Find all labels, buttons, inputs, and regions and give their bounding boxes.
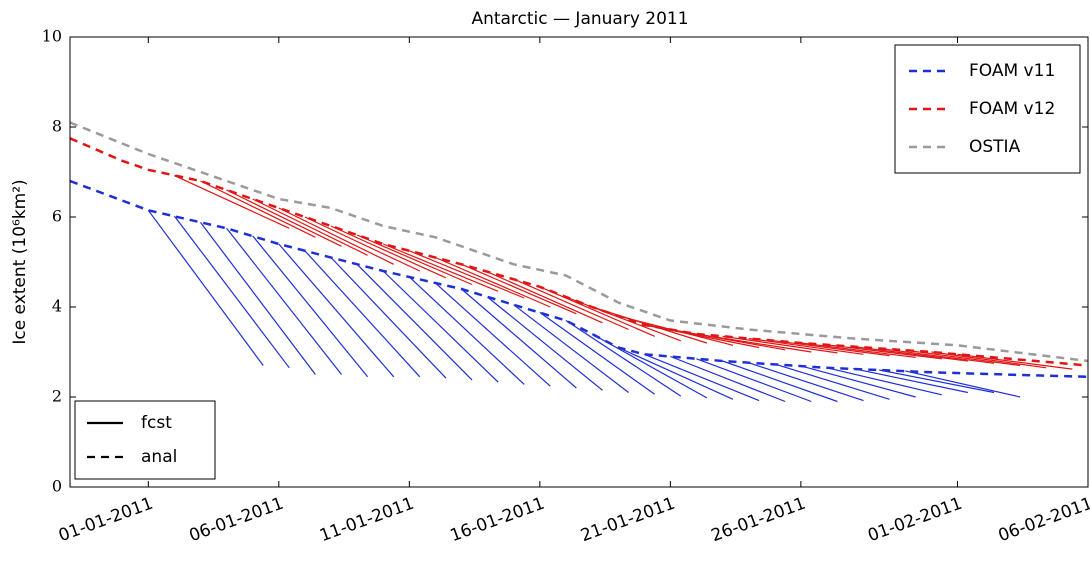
forecast-line xyxy=(617,346,734,400)
forecast-line xyxy=(330,257,447,379)
forecast-line xyxy=(696,333,812,353)
forecast-line xyxy=(774,340,890,357)
forecast-line xyxy=(774,363,890,400)
forecast-line xyxy=(226,189,342,247)
y-tick-label: 10 xyxy=(42,27,62,46)
forecast-line xyxy=(434,282,551,387)
y-tick-label: 0 xyxy=(52,477,62,496)
forecast-line xyxy=(905,370,1021,398)
legend-label: OSTIA xyxy=(969,137,1021,157)
legend-box xyxy=(74,400,216,480)
forecast-line xyxy=(252,235,369,378)
forecast-line xyxy=(957,353,1073,370)
forecast-line xyxy=(644,324,760,349)
legend-label: FOAM v11 xyxy=(969,61,1055,81)
chart-title: Antarctic — January 2011 xyxy=(471,9,688,29)
forecast-line xyxy=(852,368,969,394)
forecast-line xyxy=(278,243,395,378)
style-legend: fcst anal xyxy=(74,400,216,480)
forecast-line xyxy=(539,311,656,395)
forecast-line xyxy=(826,344,942,360)
forecast-line xyxy=(226,227,342,375)
forecast-line xyxy=(565,296,682,342)
forecast-line xyxy=(722,360,838,403)
legend-label: fcst xyxy=(141,413,172,433)
analysis-line xyxy=(69,179,1089,379)
forecast-line xyxy=(200,222,316,375)
forecast-line xyxy=(487,271,603,324)
forecast-line xyxy=(330,225,447,279)
forecast-line xyxy=(487,296,603,391)
forecast-line xyxy=(513,278,629,331)
forecast-line xyxy=(174,175,290,229)
y-axis-label: Ice extent (10⁶km²) xyxy=(10,179,30,344)
forecast-line xyxy=(147,209,264,366)
forecast-line xyxy=(826,367,942,396)
x-tick-label: 26-01-2011 xyxy=(709,494,809,547)
forecast-line xyxy=(304,216,421,272)
forecast-line xyxy=(539,286,655,337)
y-tick-label: 6 xyxy=(52,207,62,226)
analysis-line xyxy=(69,137,1089,367)
forecast-line xyxy=(879,369,995,394)
forecast-line xyxy=(278,207,394,265)
forecast-line xyxy=(565,319,682,397)
x-tick-label: 01-01-2011 xyxy=(56,494,156,547)
forecast-line xyxy=(800,342,916,358)
forecast-line xyxy=(461,263,577,315)
forecast-line xyxy=(304,250,421,378)
forecast-line xyxy=(356,263,473,381)
forecast-line xyxy=(356,234,473,286)
forecast-line xyxy=(748,362,864,402)
forecast-line xyxy=(200,180,316,238)
legend-label: FOAM v12 xyxy=(969,99,1055,119)
legend-label: anal xyxy=(141,447,177,467)
analysis-line xyxy=(69,121,1089,363)
forecast-line xyxy=(173,215,290,369)
y-tick-label: 4 xyxy=(52,297,62,316)
x-tick-label: 11-01-2011 xyxy=(317,494,417,547)
forecast-line xyxy=(696,358,812,403)
forecast-line xyxy=(513,304,629,393)
forecast-line xyxy=(382,243,499,292)
x-tick-label: 06-02-2011 xyxy=(996,494,1090,547)
forecast-line xyxy=(409,250,525,299)
forecast-line xyxy=(670,355,786,403)
forecast-line xyxy=(800,365,916,398)
forecast-line xyxy=(408,276,525,385)
x-tick-label: 06-01-2011 xyxy=(187,494,287,547)
y-tick-label: 2 xyxy=(52,387,62,406)
plot-frame xyxy=(69,36,1089,488)
x-tick-label: 01-02-2011 xyxy=(865,494,965,547)
forecast-line xyxy=(644,353,760,402)
x-tick-label: 21-01-2011 xyxy=(578,494,678,547)
forecast-line xyxy=(252,198,368,256)
legend: FOAM v11 FOAM v12 OSTIA xyxy=(894,44,1081,174)
y-tick-label: 8 xyxy=(52,117,62,136)
forecast-line xyxy=(461,288,577,389)
x-tick-label: 16-01-2011 xyxy=(448,494,548,547)
forecast-line xyxy=(382,270,499,383)
forecast-line xyxy=(435,256,551,308)
forecast-line xyxy=(853,346,968,362)
